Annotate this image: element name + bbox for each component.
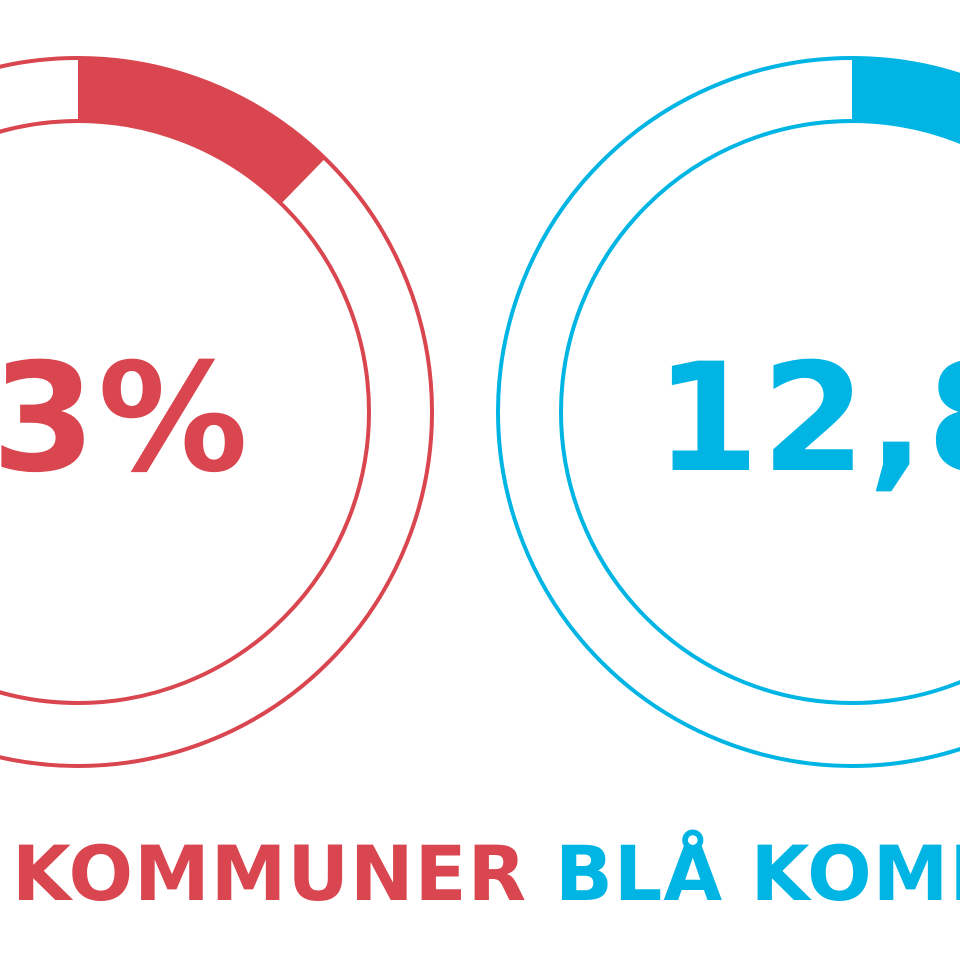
gauge-red: 2,3% KOMMUNER <box>0 56 527 918</box>
gauge-blue-category-label: BLÅ KOMMU <box>555 829 960 918</box>
gauge-blue: 12,8 BLÅ KOMMU <box>496 56 960 918</box>
gauge-blue-arc <box>852 58 960 142</box>
gauge-red-arc <box>78 58 326 204</box>
gauge-red-value: 2,3% <box>0 332 250 506</box>
gauge-blue-value: 12,8 <box>655 332 960 506</box>
gauge-red-category-label: KOMMUNER <box>12 829 527 918</box>
